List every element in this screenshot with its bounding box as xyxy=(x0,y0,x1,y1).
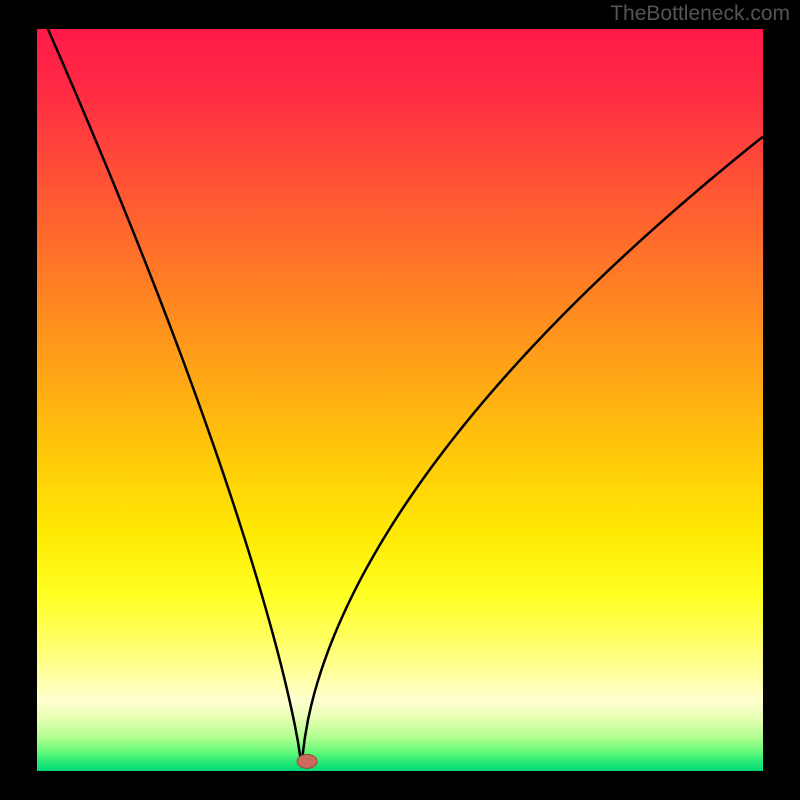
watermark-text: TheBottleneck.com xyxy=(610,2,790,26)
bottleneck-chart: TheBottleneck.com xyxy=(0,0,800,800)
chart-svg xyxy=(0,0,800,800)
gradient-background xyxy=(37,29,763,771)
optimal-point-marker xyxy=(297,754,317,768)
